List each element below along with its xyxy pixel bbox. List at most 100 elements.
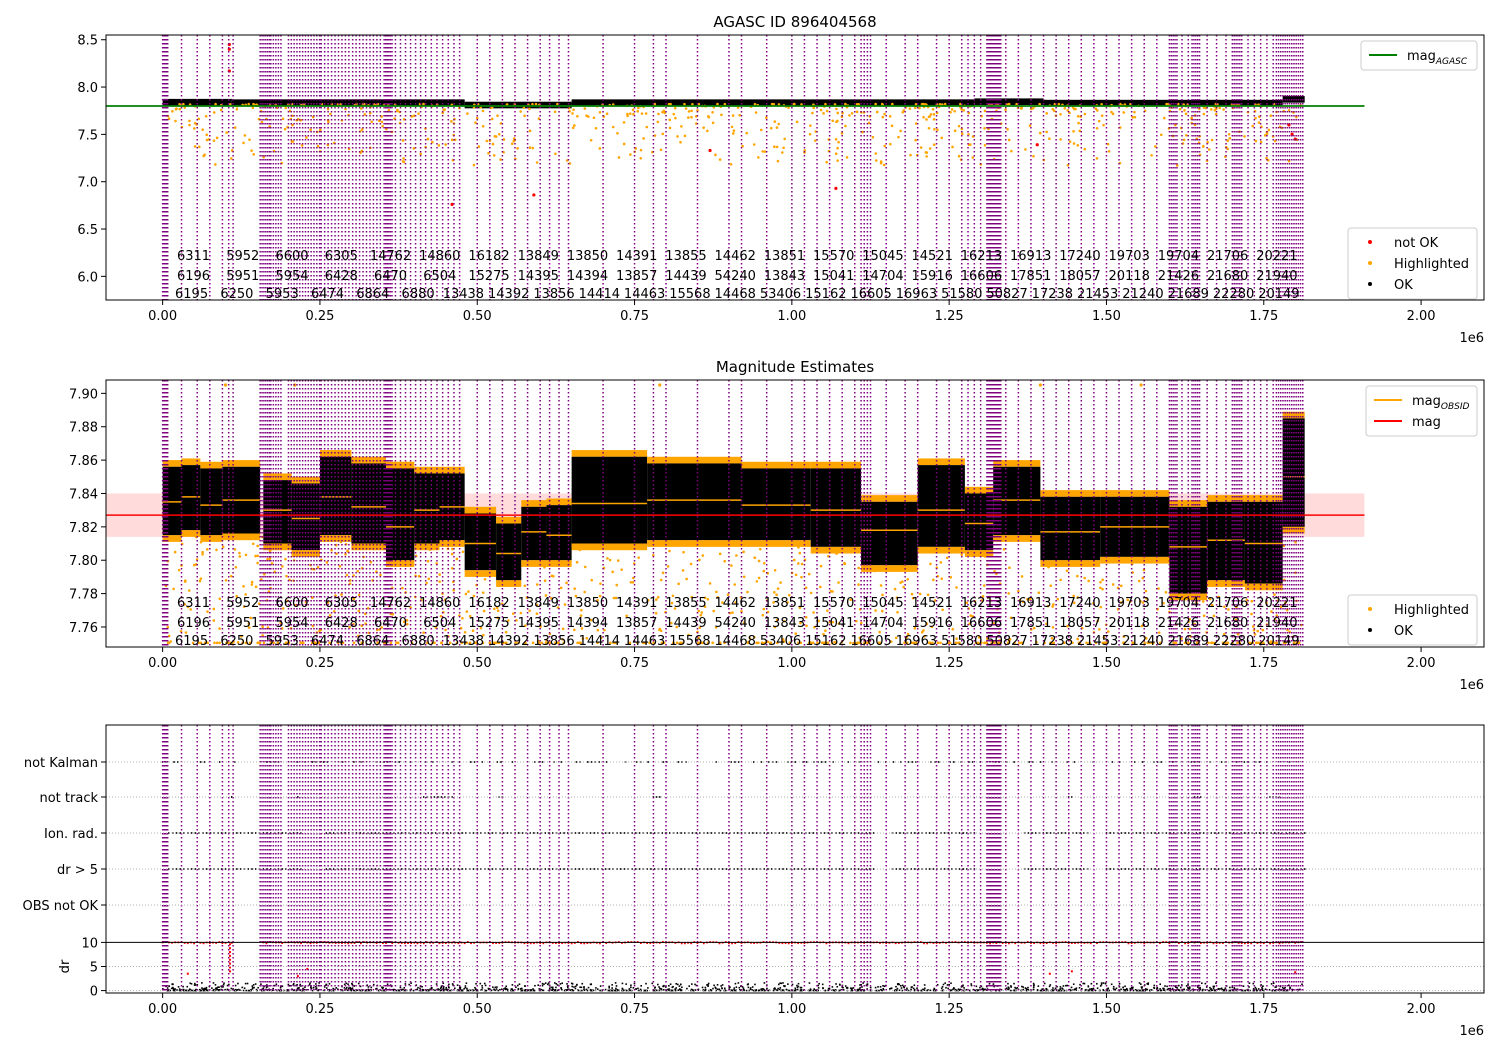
highlighted-point xyxy=(455,557,459,561)
dr-ok-point xyxy=(1010,986,1013,988)
dr-ok-point xyxy=(174,988,176,990)
highlighted-point xyxy=(661,571,665,575)
highlighted-point xyxy=(189,608,192,611)
dr-ok-point xyxy=(686,987,688,990)
highlighted-point xyxy=(757,156,760,159)
obsid-label: 21453 xyxy=(1077,287,1118,302)
highlighted-point xyxy=(906,632,910,636)
highlighted-point xyxy=(706,129,709,133)
flag-point xyxy=(190,832,193,834)
highlighted-point xyxy=(762,607,766,611)
highlighted-point xyxy=(1015,102,1018,106)
dr-ok-point xyxy=(752,989,755,992)
dr-ok-point xyxy=(169,989,172,992)
dr-ok-point xyxy=(1255,988,1258,990)
highlighted-point xyxy=(734,601,737,604)
highlighted-point xyxy=(622,142,626,146)
dr-ok-point xyxy=(679,983,682,986)
highlighted-point xyxy=(746,641,750,645)
highlighted-point xyxy=(263,572,266,576)
dr-ok-point xyxy=(778,988,781,991)
flag-point xyxy=(710,832,713,834)
highlighted-point xyxy=(658,627,662,631)
flag-point xyxy=(582,868,584,870)
obsid-label: 15568 xyxy=(669,634,710,649)
highlighted-point xyxy=(1222,108,1225,111)
highlighted-point xyxy=(1049,641,1052,645)
dr-ok-point xyxy=(662,988,665,991)
dr-ok-point xyxy=(657,983,659,986)
highlighted-point xyxy=(929,562,932,566)
dr-ok-point xyxy=(851,987,853,990)
obsid-label: 22280 xyxy=(1213,634,1254,649)
obsid-label: 6880 xyxy=(402,634,435,649)
dr-ok-point xyxy=(480,989,482,991)
highlighted-point xyxy=(798,606,802,610)
dr-ok-point xyxy=(496,986,498,988)
highlighted-point xyxy=(701,554,705,557)
flag-point xyxy=(661,868,664,870)
highlighted-point xyxy=(867,121,871,125)
obsid-label: 21689 xyxy=(1168,634,1209,649)
highlighted-point xyxy=(205,133,209,137)
highlighted-point xyxy=(757,559,761,563)
highlighted-point xyxy=(537,641,541,645)
dr-ok-point xyxy=(1032,988,1035,991)
highlighted-point xyxy=(1076,114,1080,118)
obsid-label: 6250 xyxy=(220,287,253,302)
dr-ok-point xyxy=(632,987,635,989)
obs-highlight-edge xyxy=(1244,583,1283,591)
highlighted-point xyxy=(316,144,320,148)
x-tick-label: 0.75 xyxy=(620,656,649,671)
highlighted-point xyxy=(1269,114,1273,117)
dr-ok-point xyxy=(544,982,547,984)
dr-ok-point xyxy=(614,989,617,992)
dr-ok-point xyxy=(179,989,181,992)
highlighted-point xyxy=(228,102,232,106)
obsid-label: 5954 xyxy=(275,616,308,631)
highlighted-point xyxy=(698,626,702,629)
flag-point xyxy=(895,832,898,834)
highlighted-point xyxy=(711,110,714,114)
highlighted-point xyxy=(932,578,935,582)
flag-point xyxy=(247,832,250,834)
highlighted-point xyxy=(679,641,682,645)
highlighted-point xyxy=(479,626,483,630)
highlighted-point xyxy=(1297,641,1301,645)
obsid-label: 6470 xyxy=(374,616,407,631)
ok-points xyxy=(974,98,1044,106)
highlighted-point xyxy=(1259,140,1263,144)
dr-not-ok-point xyxy=(586,942,589,945)
dr-ok-point xyxy=(442,986,445,988)
obsid-label: 6305 xyxy=(325,249,358,264)
highlighted-point xyxy=(760,641,764,645)
flag-point xyxy=(175,868,178,870)
dr-ok-point xyxy=(1215,982,1217,984)
highlighted-point xyxy=(1195,641,1199,645)
flag-point xyxy=(1134,761,1136,763)
obs-highlight-edge xyxy=(521,560,547,567)
highlighted-point xyxy=(983,126,986,130)
highlighted-point xyxy=(628,641,632,645)
dr-ok-point xyxy=(532,988,534,990)
highlighted-point xyxy=(1133,115,1137,119)
highlighted-point xyxy=(656,120,660,124)
x-tick-label: 0.50 xyxy=(463,309,492,324)
highlighted-point xyxy=(857,641,861,645)
obsid-label: 16605 xyxy=(850,634,891,649)
obsid-label: 6880 xyxy=(402,287,435,302)
dr-ok-point xyxy=(713,984,715,987)
dr-ok-point xyxy=(1169,987,1171,990)
flag-point xyxy=(917,868,920,870)
highlighted-point xyxy=(855,110,859,114)
highlighted-point xyxy=(496,616,499,620)
highlighted-point xyxy=(971,156,975,159)
highlighted-point xyxy=(287,641,291,645)
chart-title: Magnitude Estimates xyxy=(716,358,874,376)
legend-label-main: mag xyxy=(1412,394,1441,409)
highlighted-point xyxy=(1227,132,1231,136)
flag-point xyxy=(778,832,781,834)
flag-point xyxy=(446,868,448,870)
dr-ok-point xyxy=(1131,986,1133,989)
highlighted-point xyxy=(596,641,599,645)
